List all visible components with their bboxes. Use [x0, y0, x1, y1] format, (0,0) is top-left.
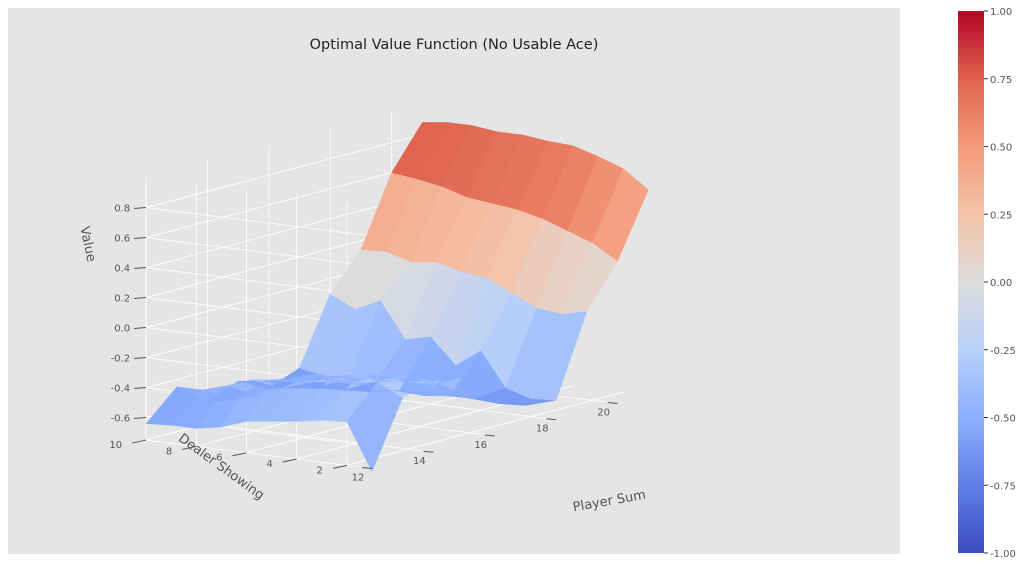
y-tick-label: 10 — [109, 440, 122, 451]
y-tick-mark — [282, 458, 297, 463]
x-tick-label: 18 — [536, 424, 549, 435]
z-tick-mark — [134, 327, 147, 330]
z-tick-label: 0.4 — [114, 264, 130, 275]
y-tick-label: 2 — [317, 465, 323, 476]
colorbar — [958, 11, 984, 553]
z-tick-mark — [134, 357, 147, 360]
z-tick-label: 0.6 — [114, 234, 130, 245]
colorbar-tick-label: 0.25 — [990, 210, 1012, 221]
z-tick-label: 0.0 — [114, 324, 130, 335]
z-tick-mark — [134, 267, 147, 270]
y-tick-mark — [182, 445, 197, 450]
z-tick-label: -0.4 — [111, 384, 131, 395]
z-tick-label: -0.6 — [111, 414, 131, 425]
y-tick-label: 4 — [266, 459, 272, 470]
z-tick-mark — [134, 207, 147, 210]
grid-line — [346, 391, 624, 466]
colorbar-tick-label: 0.75 — [990, 75, 1012, 86]
x-tick-label: 16 — [474, 440, 487, 451]
axis-ticks: 12 14 16 18 20 2 4 6 8 10 -0.6 -0.4 -0.2 0.0 0.2 0.4 0.6… — [109, 204, 618, 484]
z-tick-label: -0.2 — [111, 354, 131, 365]
z-tick-mark — [134, 417, 147, 420]
grid-line — [146, 439, 373, 469]
colorbar-tick-label: 0.50 — [990, 143, 1012, 154]
value-surface — [145, 122, 649, 473]
z-tick-mark — [134, 237, 147, 240]
x-tick-mark — [607, 401, 618, 404]
x-tick-mark — [546, 418, 557, 421]
colorbar-tick-label: -1.00 — [990, 549, 1016, 560]
z-tick-label: 0.2 — [114, 294, 130, 305]
y-tick-mark — [332, 464, 348, 469]
colorbar-tick-label: 0.00 — [990, 278, 1012, 289]
x-tick-mark — [361, 467, 373, 469]
chart-title: Optimal Value Function (No Usable Ace) — [310, 37, 599, 53]
colorbar-tick-label: 1.00 — [990, 7, 1012, 18]
x-tick-label: 12 — [352, 473, 365, 484]
colorbar-ticks: -1.00 -0.75 -0.50 -0.25 0.00 0.25 0.50 0.75 1.00 — [984, 7, 1016, 560]
z-tick-mark — [134, 387, 147, 390]
x-tick-mark — [484, 434, 495, 437]
x-tick-mark — [423, 450, 434, 453]
colorbar-tick-label: -0.25 — [990, 346, 1016, 357]
y-tick-label: 6 — [216, 453, 222, 464]
z-tick-mark — [134, 297, 147, 300]
x-tick-label: 14 — [413, 456, 426, 467]
grid-line — [207, 423, 434, 453]
z-axis-label: Value — [76, 225, 98, 263]
surface-patch — [592, 168, 649, 262]
y-tick-mark — [131, 439, 147, 444]
z-tick-label: 0.8 — [114, 204, 130, 215]
colorbar-tick-label: -0.75 — [990, 481, 1016, 492]
y-tick-mark — [232, 452, 247, 457]
y-tick-label: 8 — [166, 446, 172, 457]
x-tick-label: 20 — [597, 407, 610, 418]
colorbar-tick-label: -0.50 — [990, 414, 1016, 425]
